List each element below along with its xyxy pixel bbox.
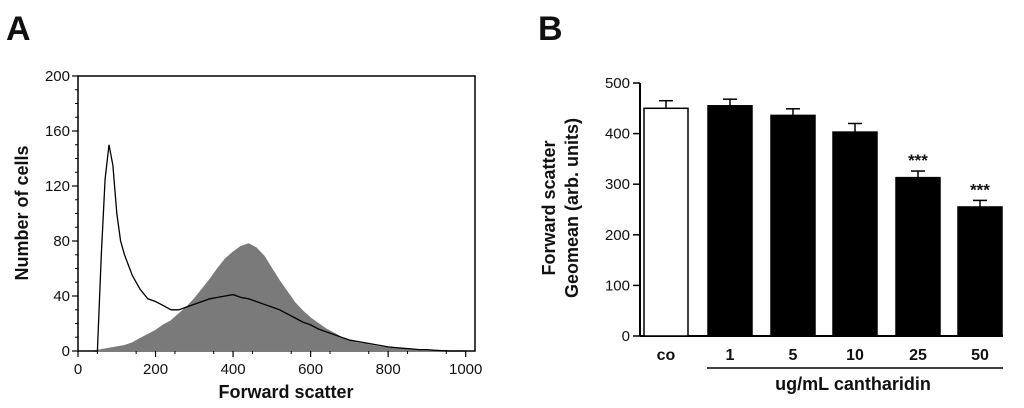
bar-y-ticks: 0 100 200 300 400 500: [605, 75, 640, 345]
panel-b-letter: B: [538, 10, 563, 48]
bar-y-tick-label: 300: [605, 176, 630, 193]
histogram-y-tick-label: 200: [45, 68, 70, 85]
bar-10: [832, 131, 878, 337]
bar-x-tick-label: 25: [909, 347, 927, 364]
histogram-x-tick-label: 0: [74, 361, 82, 378]
bar-x-ticks: co 1 5 10 25 50: [657, 347, 989, 364]
bar-y-tick-label: 200: [605, 227, 630, 244]
histogram-x-tick-label: 600: [298, 361, 323, 378]
bar-y-tick-label: 400: [605, 126, 630, 143]
bar-y-tick-label: 100: [605, 277, 630, 294]
histogram-x-tick-label: 800: [376, 361, 401, 378]
histogram-x-tick-label: 1000: [449, 361, 482, 378]
bar-y-tick-label: 0: [622, 328, 630, 345]
histogram-y-axis-title: Number of cells: [12, 145, 32, 280]
histogram-x-tick-label: 200: [143, 361, 168, 378]
bar-25: [895, 176, 941, 337]
bar-panel: *** *** 0 100 200 300 400 500 co 1 5 10 25 50 ug/mL…: [539, 75, 1003, 394]
histogram-y-tick-label: 80: [53, 233, 70, 250]
histogram-y-tick-label: 120: [45, 178, 70, 195]
bar-5: [770, 114, 816, 337]
panel-a-letter: A: [6, 10, 31, 48]
histogram-x-axis-title: Forward scatter: [218, 382, 353, 402]
histogram-y-tick-label: 160: [45, 123, 70, 140]
histogram-series: [93, 144, 466, 352]
bar-y-axis-title-line-1: Forward scatter: [539, 140, 559, 275]
significance-marker: ***: [908, 151, 928, 170]
bar-x-tick-label: 1: [726, 347, 735, 364]
histogram-y-tick-label: 0: [62, 343, 70, 360]
histogram-x-tick-label: 400: [221, 361, 246, 378]
bar-50: [957, 206, 1003, 337]
bar-1: [707, 105, 753, 337]
bar-x-axis-title: ug/mL cantharidin: [775, 374, 931, 394]
histogram-y-tick-label: 40: [53, 288, 70, 305]
bar-co: [643, 107, 689, 337]
bar-x-tick-label: co: [657, 347, 676, 364]
histogram-y-ticks: 0 40 80 120 160 200: [45, 68, 78, 360]
histogram-filled-series: [93, 243, 466, 352]
bar-y-tick-label: 500: [605, 75, 630, 92]
bar-y-axis-title-line-2: Geomean (arb. units): [562, 118, 582, 298]
significance-marker: ***: [970, 180, 990, 199]
histogram-x-ticks: 0 200 400 600 800 1000: [74, 351, 482, 378]
bar-x-tick-label: 50: [971, 347, 989, 364]
histogram-panel: 0 200 400 600 800 1000 0 40 80 120 160 200 Forward…: [12, 68, 482, 402]
bar-series: *** ***: [643, 98, 1003, 337]
bar-x-tick-label: 10: [846, 347, 864, 364]
histogram-outline-series: [93, 144, 466, 352]
bar-x-tick-label: 5: [789, 347, 798, 364]
